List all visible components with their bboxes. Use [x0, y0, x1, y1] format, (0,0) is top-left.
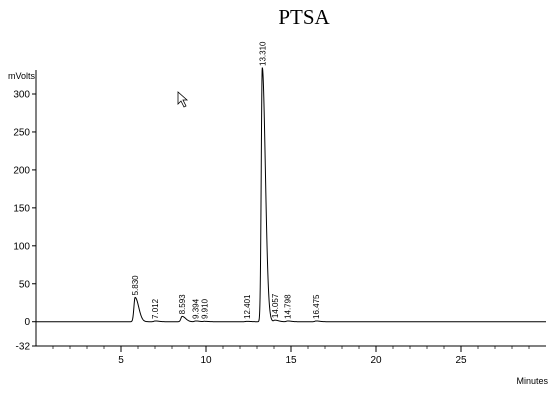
- y-tick-label: 100: [13, 241, 30, 252]
- peak-retention-label: 5.830: [131, 275, 140, 296]
- x-tick-label: 25: [455, 355, 467, 366]
- y-tick-label: 250: [13, 127, 30, 138]
- y-tick-label: 200: [13, 165, 30, 176]
- peak-retention-label: 8.593: [178, 294, 187, 315]
- y-tick-label: -32: [16, 342, 31, 353]
- y-tick-label: 0: [24, 317, 30, 328]
- x-tick-label: 20: [370, 355, 382, 366]
- y-tick-label: 300: [13, 90, 30, 101]
- x-axis-ticks: 5 10 15 20 25: [52, 346, 530, 366]
- peak-retention-label: 13.310: [258, 41, 267, 66]
- y-tick-label: 50: [19, 279, 31, 290]
- x-tick-label: 5: [118, 355, 124, 366]
- peak-retention-label: 14.057: [271, 293, 280, 318]
- y-axis-ticks: -32 0 50 100 150 200 250 300: [13, 90, 36, 353]
- peak-retention-label: 7.012: [151, 298, 160, 319]
- peak-retention-label: 12.401: [243, 294, 252, 319]
- peak-retention-label: 9.394: [192, 298, 201, 319]
- x-tick-label: 10: [200, 355, 212, 366]
- chromatogram-trace: [36, 67, 546, 323]
- peak-retention-label: 14.798: [284, 294, 293, 319]
- y-tick-label: 150: [13, 203, 30, 214]
- x-axis-label: Minutes: [516, 376, 548, 386]
- chart-title: PTSA: [278, 5, 330, 29]
- peak-retention-label: 9.910: [200, 298, 209, 319]
- peak-retention-label: 16.475: [312, 294, 321, 319]
- x-tick-label: 15: [285, 355, 297, 366]
- mouse-cursor-icon: [177, 91, 189, 108]
- y-axis-label: mVolts: [8, 71, 36, 81]
- peak-labels: 5.830 7.012 8.593 9.394 9.910 12.401 13.310 14.…: [131, 41, 321, 319]
